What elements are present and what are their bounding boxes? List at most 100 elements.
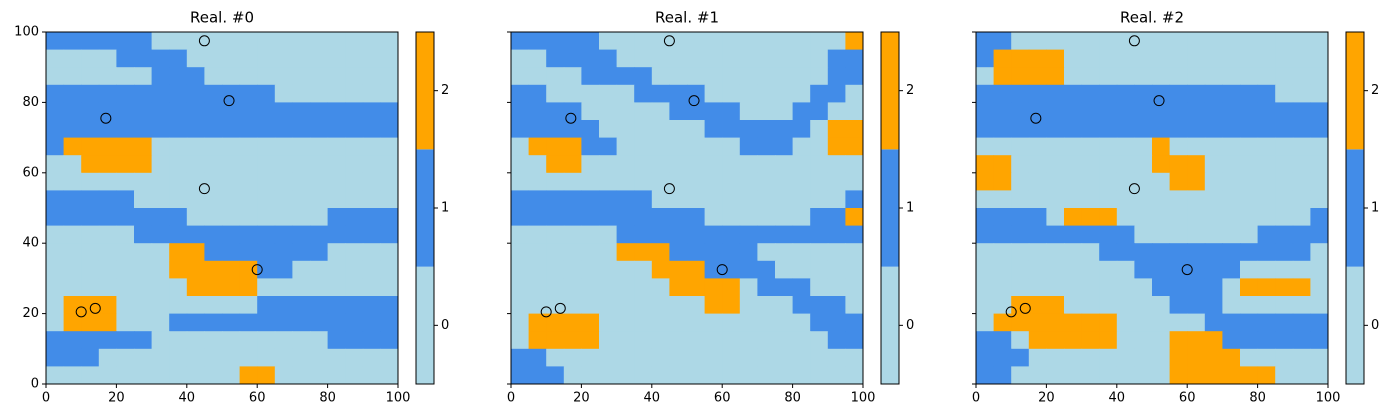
cell <box>63 155 82 174</box>
cell <box>757 348 776 367</box>
data-point <box>1005 306 1017 318</box>
cell <box>616 172 635 191</box>
cell <box>1028 32 1047 51</box>
cell <box>1064 278 1083 297</box>
data-point <box>1181 264 1193 276</box>
cell <box>186 225 205 244</box>
cell <box>845 348 864 367</box>
cell <box>1310 243 1329 262</box>
cell <box>528 172 547 191</box>
cell <box>151 243 170 262</box>
cell <box>1187 278 1206 297</box>
cell <box>1310 296 1329 315</box>
cell <box>1116 348 1135 367</box>
cell <box>528 49 547 68</box>
cell <box>1046 102 1065 121</box>
cell <box>134 243 153 262</box>
cell <box>1169 137 1188 156</box>
cell <box>1046 225 1065 244</box>
cell <box>810 348 829 367</box>
panel: Real. #2 0 20 40 60 80 100 0 1 2 <box>972 9 1379 406</box>
cell <box>739 32 758 51</box>
cell <box>757 190 776 209</box>
cell <box>687 49 706 68</box>
cell <box>1099 172 1118 191</box>
plot-frame <box>45 31 399 385</box>
cell <box>599 190 618 209</box>
cell <box>1169 208 1188 227</box>
cell <box>993 67 1012 86</box>
cell <box>810 260 829 279</box>
cell <box>1116 190 1135 209</box>
cell <box>1134 155 1153 174</box>
cell <box>845 225 864 244</box>
cell <box>274 49 293 68</box>
cell <box>81 32 100 51</box>
cell <box>239 67 258 86</box>
cell <box>739 366 758 385</box>
cell <box>1011 137 1030 156</box>
cell <box>1204 155 1223 174</box>
cell <box>1152 155 1171 174</box>
cell <box>775 190 794 209</box>
cell <box>222 208 241 227</box>
cell <box>634 366 653 385</box>
cell <box>1275 137 1294 156</box>
cell <box>1257 208 1276 227</box>
cell <box>274 67 293 86</box>
cell <box>204 366 223 385</box>
cell <box>1169 278 1188 297</box>
cell <box>669 102 688 121</box>
cell <box>599 84 618 103</box>
cell <box>599 49 618 68</box>
cell <box>169 366 188 385</box>
panel-title: Real. #2 <box>1120 9 1184 27</box>
cell <box>634 260 653 279</box>
cell <box>581 190 600 209</box>
cell <box>116 102 135 121</box>
cell <box>616 120 635 139</box>
cell <box>257 313 276 332</box>
cell <box>827 296 846 315</box>
cell <box>669 84 688 103</box>
cell <box>976 208 995 227</box>
cell <box>687 137 706 156</box>
cell <box>327 49 346 68</box>
cell <box>169 49 188 68</box>
cell <box>792 155 811 174</box>
cell <box>1257 172 1276 191</box>
cell <box>98 278 117 297</box>
cell <box>810 102 829 121</box>
cell <box>327 120 346 139</box>
cell <box>845 208 864 227</box>
cell <box>1187 313 1206 332</box>
cell <box>1011 243 1030 262</box>
cell <box>98 296 117 315</box>
cell <box>151 137 170 156</box>
cell <box>362 190 381 209</box>
cell <box>1257 84 1276 103</box>
cell <box>98 84 117 103</box>
cell <box>757 32 776 51</box>
data-point <box>198 35 210 47</box>
cell <box>204 32 223 51</box>
colorbar-tick-label: 0 <box>906 318 914 333</box>
cell <box>362 120 381 139</box>
cell <box>739 190 758 209</box>
cell <box>257 278 276 297</box>
data-point <box>198 183 210 195</box>
cell <box>327 102 346 121</box>
cell <box>98 208 117 227</box>
cell <box>1152 190 1171 209</box>
cell <box>1011 190 1030 209</box>
cell <box>1187 84 1206 103</box>
cell <box>134 278 153 297</box>
cell <box>1222 67 1241 86</box>
cell <box>1222 225 1241 244</box>
cell <box>1099 260 1118 279</box>
cell <box>81 49 100 68</box>
cell <box>792 331 811 350</box>
cell <box>792 348 811 367</box>
cell <box>1257 366 1276 385</box>
cell <box>98 348 117 367</box>
